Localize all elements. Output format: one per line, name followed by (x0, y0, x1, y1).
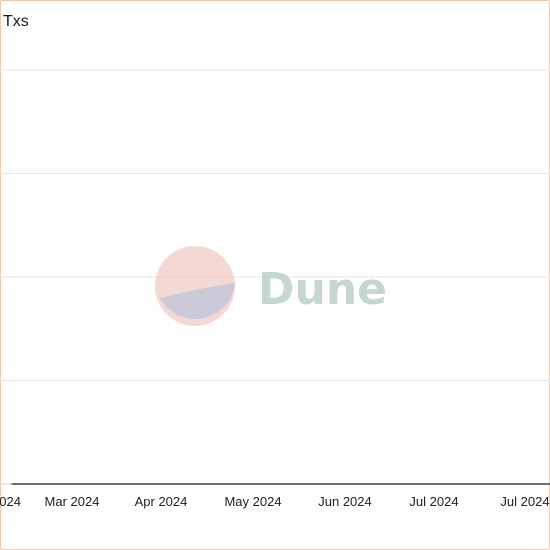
x-axis-ticks: 2024 Mar 2024 Apr 2024 May 2024 Jun 2024 Jul … (0, 494, 550, 509)
x-tick-label: May 2024 (224, 494, 281, 509)
x-tick-label: Jul 2024 (500, 494, 549, 509)
x-tick-label: 2024 (0, 494, 21, 509)
grid-lines (0, 69, 550, 381)
x-tick-label: Mar 2024 (45, 494, 100, 509)
x-tick-label: Jul 2024 (409, 494, 458, 509)
dune-logo-wedge-icon (160, 283, 235, 320)
x-tick-label: Jun 2024 (318, 494, 372, 509)
chart-title: Txs (3, 13, 29, 30)
dune-watermark-text: Dune (258, 264, 387, 315)
x-tick-label: Apr 2024 (135, 494, 188, 509)
dune-watermark: Dune (155, 246, 387, 326)
